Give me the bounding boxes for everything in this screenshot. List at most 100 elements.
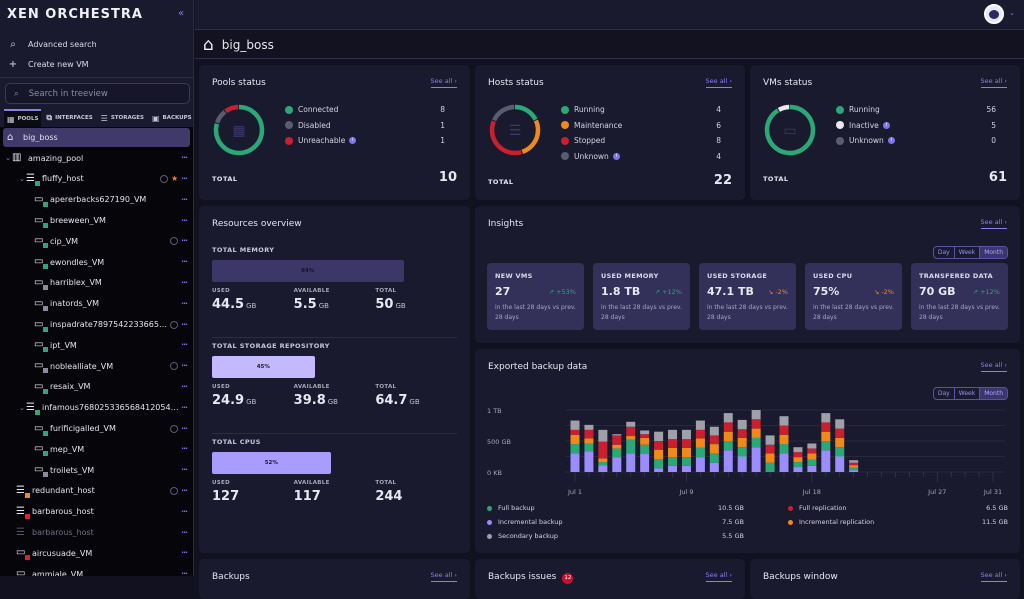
- advanced-search-button[interactable]: ⌕ Advanced search: [8, 39, 96, 50]
- tree-item-vm[interactable]: ▭ ipt_VM •••: [0, 335, 193, 356]
- see-all-link[interactable]: See all ›: [980, 571, 1007, 582]
- tree-item-actions: •••: [181, 571, 188, 576]
- see-all-link[interactable]: See all ›: [430, 571, 457, 582]
- tree-item-vm[interactable]: ▭ inspadrate7897542233665532_ •••: [0, 314, 193, 335]
- chevron-down-icon[interactable]: ⌄: [19, 174, 25, 183]
- stat-number: 244: [375, 489, 403, 504]
- bar-segment-incremental-replication: [821, 431, 831, 441]
- info-icon[interactable]: i: [349, 137, 357, 145]
- tree-item-vm[interactable]: ▭ furificigalled_VM •••: [0, 418, 193, 439]
- info-icon[interactable]: i: [612, 152, 620, 160]
- more-options-icon[interactable]: •••: [181, 487, 188, 494]
- legend-label: Secondary backup: [498, 532, 558, 540]
- chevron-down-icon[interactable]: ⌄: [1009, 9, 1015, 17]
- collapse-sidebar-icon[interactable]: «: [178, 8, 185, 19]
- tree-item-vm[interactable]: ▭ aircusuade_VM •••: [0, 543, 193, 564]
- tree-item-actions: •••: [170, 237, 188, 246]
- bar-segment-incremental-replication: [793, 457, 803, 463]
- total-label: TOTAL: [212, 175, 238, 183]
- bar-segment-incremental-replication: [640, 437, 650, 445]
- more-options-icon[interactable]: •••: [181, 446, 188, 453]
- treeview-search-input[interactable]: ⌕ Search in treeview: [5, 83, 190, 104]
- usage-bar: 52%: [212, 452, 331, 474]
- tab-storages[interactable]: ☰ STORAGES: [98, 109, 147, 127]
- tree-item-home[interactable]: ⌂ big_boss: [3, 128, 190, 147]
- more-options-icon[interactable]: •••: [181, 363, 188, 370]
- user-avatar[interactable]: [984, 4, 1004, 24]
- more-options-icon[interactable]: •••: [181, 300, 188, 307]
- tree-item-vm[interactable]: ▭ ewondles_VM •••: [0, 252, 193, 273]
- tree-item-pool[interactable]: ⌄ ▥ amazing_pool •••: [0, 148, 193, 169]
- chevron-down-icon[interactable]: ⌄: [19, 403, 25, 412]
- tab-interfaces[interactable]: ⧉ INTERFACES: [43, 109, 95, 127]
- tree-item-vm[interactable]: ▭ harriblex_VM •••: [0, 273, 193, 294]
- see-all-link[interactable]: See all ›: [705, 571, 732, 582]
- more-options-icon[interactable]: •••: [181, 155, 188, 162]
- donut-segment: [489, 104, 541, 156]
- tab-backups[interactable]: ▣ BACKUPS: [149, 109, 195, 127]
- tree-item-vm[interactable]: ▭ troilets_VM •••: [0, 460, 193, 481]
- see-all-link[interactable]: See all ›: [430, 77, 457, 88]
- tree-item-host[interactable]: ☰ redundant_host •••: [0, 481, 193, 502]
- resource-stats: USED 44.5 GB AVAILABLE 5.5 GB TOTAL 50 GB: [212, 288, 457, 312]
- see-all-link[interactable]: See all ›: [980, 77, 1007, 88]
- stat-used: USED 44.5 GB: [212, 288, 294, 312]
- legend-item: Running 56: [836, 102, 996, 118]
- legend-dot-icon: [487, 505, 492, 511]
- tree-item-host[interactable]: ⌄ ☰ fluffy_host ★ •••: [0, 169, 193, 190]
- see-all-link[interactable]: See all ›: [980, 218, 1007, 229]
- more-options-icon[interactable]: •••: [181, 217, 188, 224]
- bar-segment-full-backup: [779, 444, 789, 454]
- see-all-label: See all: [430, 571, 453, 579]
- tree-item-label: cip_VM: [50, 236, 79, 246]
- see-all-link[interactable]: See all ›: [980, 361, 1007, 372]
- period-day-button[interactable]: Day: [937, 390, 950, 397]
- see-all-link[interactable]: See all ›: [705, 77, 732, 88]
- more-options-icon[interactable]: •••: [181, 550, 188, 557]
- more-options-icon[interactable]: •••: [181, 425, 188, 432]
- more-options-icon[interactable]: •••: [181, 279, 188, 286]
- tree-item-label: barbarous_host: [32, 528, 94, 538]
- insight-label: USED MEMORY: [601, 272, 659, 280]
- tree-item-vm[interactable]: ▭ inatords_VM •••: [0, 293, 193, 314]
- more-options-icon[interactable]: •••: [181, 321, 188, 328]
- tree-item-vm[interactable]: ▭ noblealliate_VM •••: [0, 356, 193, 377]
- tree-item-vm[interactable]: ▭ resaix_VM •••: [0, 377, 193, 398]
- more-options-icon[interactable]: •••: [181, 467, 188, 474]
- period-month-button[interactable]: Month: [979, 388, 1007, 399]
- period-month-button[interactable]: Month: [979, 247, 1007, 258]
- bar-segment-full-backup: [612, 448, 622, 458]
- more-options-icon[interactable]: •••: [181, 508, 188, 515]
- card-title: Pools status: [212, 78, 266, 88]
- more-options-icon[interactable]: •••: [181, 259, 188, 266]
- period-day-button[interactable]: Day: [937, 249, 950, 256]
- more-options-icon[interactable]: •••: [181, 196, 188, 203]
- more-options-icon[interactable]: •••: [181, 342, 188, 349]
- tab-pools[interactable]: ▦ POOLS: [4, 109, 42, 127]
- more-options-icon[interactable]: •••: [181, 383, 188, 390]
- info-icon[interactable]: i: [882, 121, 890, 129]
- info-icon[interactable]: i: [887, 137, 895, 145]
- bar-segment-incremental-backup: [779, 453, 789, 472]
- tree-item-host[interactable]: ☰ barbarous_host •••: [0, 501, 193, 522]
- period-week-button[interactable]: Week: [953, 388, 979, 399]
- more-options-icon[interactable]: •••: [181, 175, 188, 182]
- stat-label: AVAILABLE: [293, 288, 330, 294]
- more-options-icon[interactable]: •••: [181, 529, 188, 536]
- more-options-icon[interactable]: •••: [181, 238, 188, 245]
- tree-item-host[interactable]: ⌄ ☰ infamous7680253365684120543_h_ •••: [0, 397, 193, 418]
- period-week-button[interactable]: Week: [953, 247, 979, 258]
- tree-item-vm[interactable]: ▭ mep_VM •••: [0, 439, 193, 460]
- tree-item-label: apererbacks627190_VM: [50, 195, 147, 205]
- tree-item-vm[interactable]: ▭ ammiale_VM •••: [0, 564, 193, 576]
- tree-item-host[interactable]: ☰ barbarous_host •••: [0, 522, 193, 543]
- trend-down-icon: ↘: [767, 287, 776, 296]
- tree-item-vm[interactable]: ▭ apererbacks627190_VM •••: [0, 189, 193, 210]
- chevron-down-icon[interactable]: ⌄: [5, 154, 11, 163]
- tree-item-vm[interactable]: ▭ breeween_VM •••: [0, 210, 193, 231]
- more-options-icon[interactable]: •••: [181, 571, 188, 576]
- create-vm-button[interactable]: + Create new VM: [8, 59, 89, 70]
- legend-dot-icon: [487, 533, 492, 539]
- tree-item-vm[interactable]: ▭ cip_VM •••: [0, 231, 193, 252]
- more-options-icon[interactable]: •••: [181, 404, 188, 411]
